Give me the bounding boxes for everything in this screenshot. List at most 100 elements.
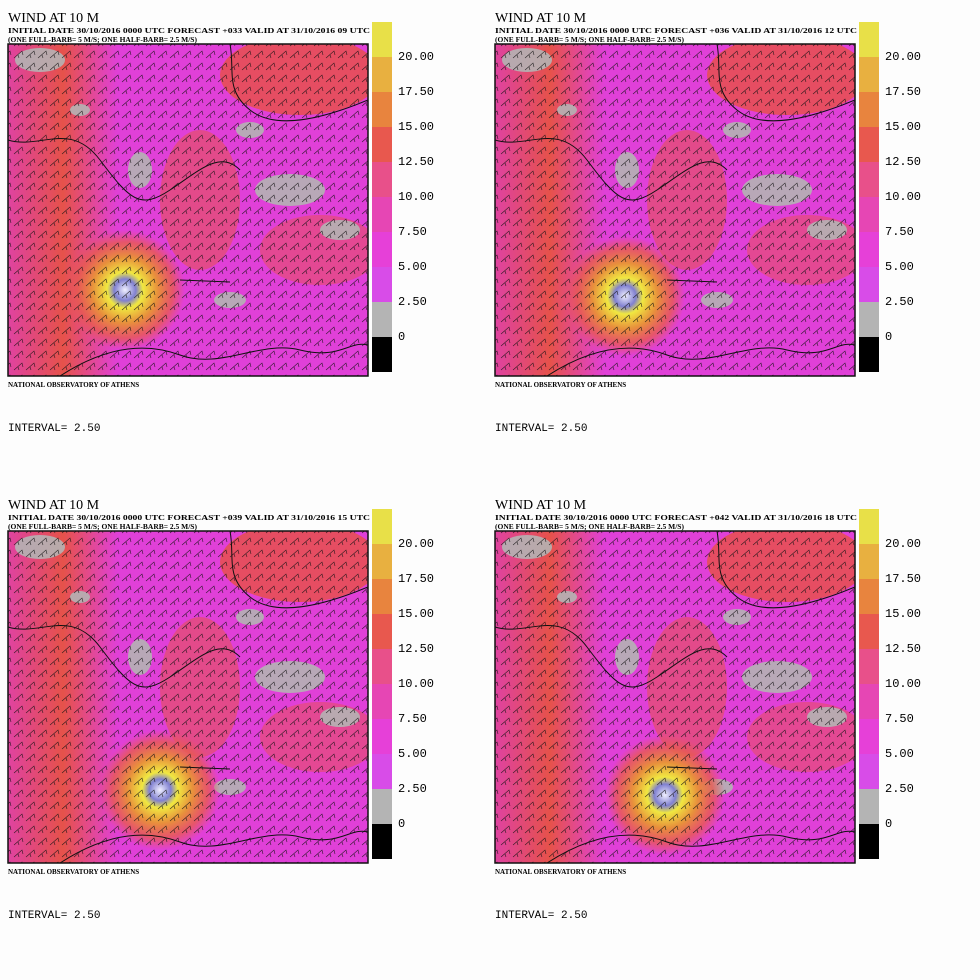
colorbar-label: 15.00: [398, 607, 434, 621]
colorbar-swatch: [372, 232, 392, 267]
colorbar-swatch: [372, 302, 392, 337]
colorbar-label: 2.50: [398, 295, 427, 309]
wind-map: [8, 531, 368, 863]
colorbar-label: 10.00: [885, 677, 921, 691]
colorbar-label: 7.50: [398, 712, 427, 726]
colorbar-label: 20.00: [885, 537, 921, 551]
colorbar-swatch: [859, 92, 879, 127]
colorbar-swatch: [859, 509, 879, 544]
wind-barbs: [495, 531, 855, 863]
colorbar-label: 5.00: [885, 747, 914, 761]
colorbar-label: 20.00: [398, 537, 434, 551]
colorbar-swatch: [859, 544, 879, 579]
colorbar-swatch: [859, 719, 879, 754]
colorbar-swatch: [372, 614, 392, 649]
panel-title: WIND AT 10 M: [495, 11, 587, 26]
colorbar-label: 5.00: [885, 260, 914, 274]
colorbar-label: 7.50: [885, 225, 914, 239]
colorbar-label: 17.50: [885, 572, 921, 586]
colorbar-label: 10.00: [398, 677, 434, 691]
interval: INTERVAL= 2.50: [8, 423, 100, 435]
credit: NATIONAL OBSERVATORY OF ATHENS: [8, 868, 139, 876]
credit: NATIONAL OBSERVATORY OF ATHENS: [8, 381, 139, 389]
panel-header: INITIAL DATE 30/10/2016 0000 UTC FORECAS…: [8, 513, 370, 522]
barb-note: (ONE FULL-BARB= 5 M/S; ONE HALF-BARB= 2.…: [8, 35, 197, 44]
colorbar-swatch: [372, 127, 392, 162]
colorbar-label: 12.50: [398, 642, 434, 656]
colorbar-label: 0: [398, 817, 405, 831]
interval: INTERVAL= 2.50: [495, 910, 587, 922]
colorbar-swatch: [859, 232, 879, 267]
colorbar-swatch: [859, 57, 879, 92]
colorbar-swatch: [372, 509, 392, 544]
colorbar-swatch: [372, 754, 392, 789]
colorbar-label: 10.00: [398, 190, 434, 204]
colorbar-swatch: [372, 649, 392, 684]
wind-map: [8, 44, 368, 376]
wind-barbs: [495, 44, 855, 376]
barb-note: (ONE FULL-BARB= 5 M/S; ONE HALF-BARB= 2.…: [495, 35, 684, 44]
wind-map: [495, 44, 855, 376]
colorbar-label: 5.00: [398, 747, 427, 761]
colorbar-swatch: [372, 789, 392, 824]
colorbar-swatch: [859, 754, 879, 789]
interval: INTERVAL= 2.50: [8, 910, 100, 922]
colorbar-swatch: [372, 267, 392, 302]
colorbar-swatch: [372, 337, 392, 372]
panel-header: INITIAL DATE 30/10/2016 0000 UTC FORECAS…: [8, 26, 370, 35]
map-frame: [7, 530, 369, 864]
colorbar-label: 17.50: [398, 572, 434, 586]
colorbar-label: 17.50: [885, 85, 921, 99]
colorbar-swatch: [859, 684, 879, 719]
credit: NATIONAL OBSERVATORY OF ATHENS: [495, 381, 626, 389]
colorbar-swatch: [859, 824, 879, 859]
colorbar-label: 15.00: [885, 120, 921, 134]
colorbar-swatch: [372, 544, 392, 579]
colorbar-label: 0: [885, 330, 892, 344]
colorbar-label: 2.50: [885, 782, 914, 796]
colorbar-label: 0: [885, 817, 892, 831]
colorbar-label: 2.50: [398, 782, 427, 796]
colorbar-swatch: [372, 719, 392, 754]
colorbar-label: 7.50: [885, 712, 914, 726]
colorbar-label: 12.50: [885, 642, 921, 656]
colorbar-swatch: [859, 614, 879, 649]
colorbar-swatch: [859, 197, 879, 232]
barb-note: (ONE FULL-BARB= 5 M/S; ONE HALF-BARB= 2.…: [495, 522, 684, 531]
colorbar-label: 10.00: [885, 190, 921, 204]
panel-header: INITIAL DATE 30/10/2016 0000 UTC FORECAS…: [495, 513, 857, 522]
colorbar-label: 2.50: [885, 295, 914, 309]
colorbar-swatch: [372, 684, 392, 719]
map-frame: [494, 530, 856, 864]
colorbar-label: 15.00: [398, 120, 434, 134]
wind-map: [495, 531, 855, 863]
map-frame: [7, 43, 369, 377]
panel-title: WIND AT 10 M: [8, 11, 100, 26]
map-frame: [494, 43, 856, 377]
interval: INTERVAL= 2.50: [495, 423, 587, 435]
wind-barbs: [8, 531, 368, 863]
panel-title: WIND AT 10 M: [495, 498, 587, 513]
colorbar-label: 20.00: [398, 50, 434, 64]
credit: NATIONAL OBSERVATORY OF ATHENS: [495, 868, 626, 876]
panel-title: WIND AT 10 M: [8, 498, 100, 513]
colorbar-swatch: [859, 649, 879, 684]
colorbar-swatch: [372, 57, 392, 92]
colorbar-swatch: [859, 302, 879, 337]
colorbar-swatch: [372, 579, 392, 614]
colorbar-swatch: [859, 22, 879, 57]
colorbar-swatch: [372, 197, 392, 232]
colorbar-swatch: [859, 267, 879, 302]
colorbar-label: 0: [398, 330, 405, 344]
colorbar-label: 15.00: [885, 607, 921, 621]
colorbar-label: 12.50: [398, 155, 434, 169]
colorbar-swatch: [859, 337, 879, 372]
colorbar-label: 12.50: [885, 155, 921, 169]
colorbar-swatch: [372, 162, 392, 197]
wind-barbs: [8, 44, 368, 376]
